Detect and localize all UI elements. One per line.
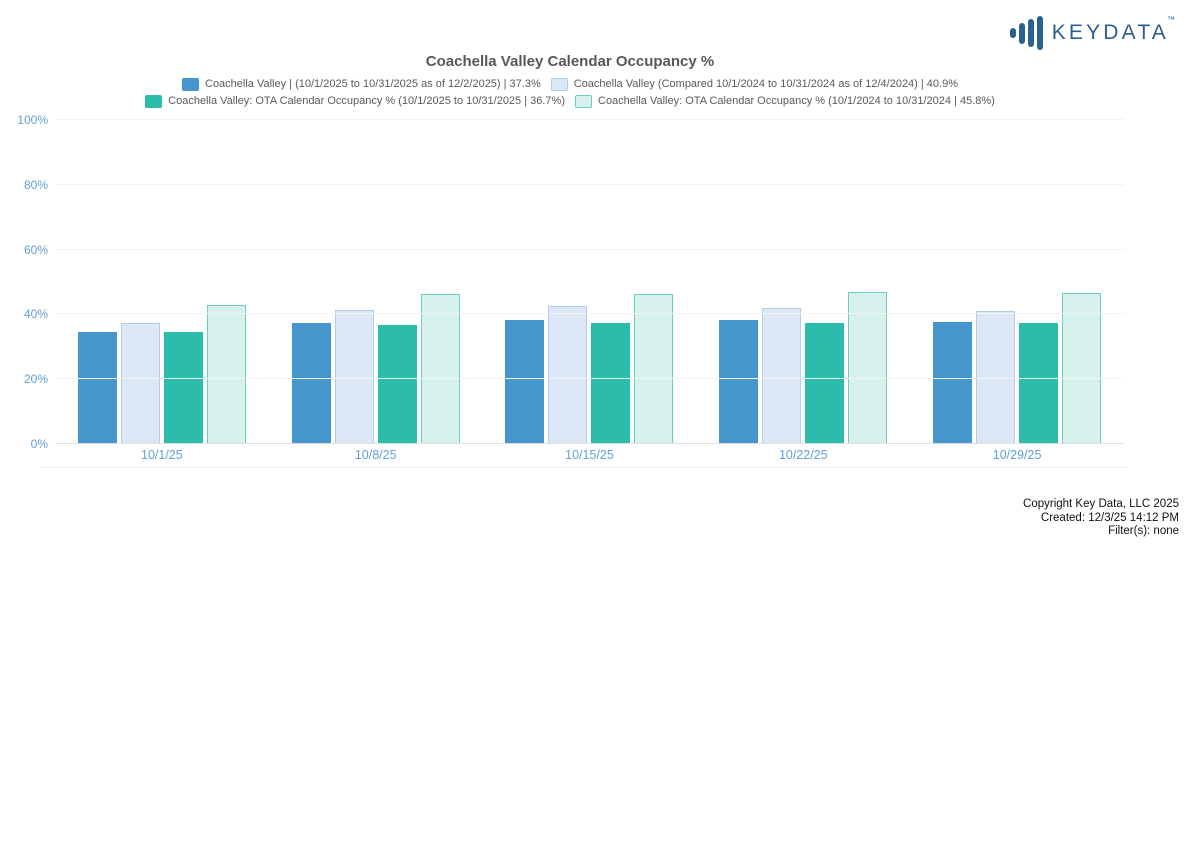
y-tick-label-60%: 60% (23, 242, 48, 257)
x-axis-label-10/29/25: 10/29/25 (992, 448, 1042, 462)
legend-label-2: Coachella Valley (Compared 10/1/2024 to … (573, 78, 958, 90)
legend-swatch-4 (575, 95, 592, 108)
created-text: Created: 12/3/25 14:12 PM (1040, 511, 1179, 524)
bottom-divider (40, 467, 1128, 468)
y-tick-label-20%: 20% (23, 372, 48, 387)
bar-series-2-10/22/25[interactable] (762, 307, 802, 444)
bar-series-2-10/29/25[interactable] (976, 311, 1016, 444)
keydata-logo: KEYDATA™ (1009, 15, 1177, 51)
gridline-20% (55, 378, 1124, 380)
y-tick-label-0%: 0% (30, 437, 48, 451)
x-axis-label-10/1/25: 10/1/25 (141, 448, 183, 462)
gridline-60% (55, 248, 1124, 250)
keydata-logo-text: KEYDATA™ (1051, 15, 1175, 44)
x-axis: 10/1/25 10/8/25 10/15/25 10/22/25 10/29/25 (55, 448, 1124, 462)
bar-series-4-10/15/25[interactable] (634, 294, 674, 444)
gridline-100% (55, 119, 1124, 120)
bar-series-1-10/29/25[interactable] (933, 321, 973, 444)
bar-series-4-10/8/25[interactable] (420, 294, 460, 444)
legend-label-1: Coachella Valley | (10/1/2025 to 10/31/2… (205, 78, 541, 90)
bar-series-2-10/1/25[interactable] (120, 322, 160, 444)
gridline-40% (55, 313, 1124, 315)
copyright-text: Copyright Key Data, LLC 2025 (1023, 498, 1179, 510)
bar-group-10/1/25 (55, 120, 269, 444)
legend-label-4: Coachella Valley: OTA Calendar Occupancy… (598, 95, 995, 107)
bar-series-3-10/15/25[interactable] (591, 323, 631, 444)
bar-series-1-10/22/25[interactable] (719, 320, 759, 444)
y-tick-label-80%: 80% (23, 177, 48, 192)
bar-series-4-10/29/25[interactable] (1062, 293, 1102, 444)
bar-series-1-10/1/25[interactable] (77, 331, 117, 444)
trademark-symbol: ™ (1167, 15, 1175, 24)
y-tick-label-100%: 100% (17, 113, 48, 127)
bar-series-3-10/1/25[interactable] (163, 331, 203, 444)
filters-text: Filter(s): none (1108, 525, 1179, 538)
legend-item-1[interactable]: Coachella Valley | (10/1/2025 to 10/31/2… (182, 77, 541, 92)
bar-series-1-10/8/25[interactable] (291, 322, 331, 444)
x-axis-label-10/15/25: 10/15/25 (565, 448, 614, 462)
x-axis-baseline (55, 443, 1124, 444)
y-tick-label-40%: 40% (23, 307, 48, 322)
chart-plot (55, 119, 1124, 444)
footer: Copyright Key Data, LLC 2025 Created: 12… (1023, 498, 1179, 539)
legend-row-1: Coachella Valley | (10/1/2025 to 10/31/2… (0, 77, 1140, 92)
legend-swatch-3 (145, 95, 163, 108)
gridline-80% (55, 183, 1124, 185)
x-axis-label-10/8/25: 10/8/25 (354, 448, 397, 462)
x-axis-label-10/22/25: 10/22/25 (778, 448, 828, 462)
chart-legend: Coachella Valley | (10/1/2025 to 10/31/2… (0, 77, 1140, 109)
bar-series-4-10/22/25[interactable] (848, 292, 888, 444)
bar-series-3-10/8/25[interactable] (377, 325, 417, 444)
legend-item-3[interactable]: Coachella Valley: OTA Calendar Occupancy… (145, 94, 565, 109)
legend-row-2: Coachella Valley: OTA Calendar Occupancy… (0, 94, 1140, 109)
keydata-bars-icon (1009, 15, 1043, 51)
bar-group-10/15/25 (483, 120, 697, 444)
bar-series-1-10/15/25[interactable] (505, 319, 545, 444)
bar-group-10/29/25 (910, 120, 1124, 444)
bar-group-10/8/25 (269, 120, 483, 444)
legend-item-4[interactable]: Coachella Valley: OTA Calendar Occupancy… (575, 94, 995, 109)
legend-item-2[interactable]: Coachella Valley (Compared 10/1/2024 to … (550, 77, 958, 92)
bar-groups-container (55, 120, 1124, 444)
legend-label-3: Coachella Valley: OTA Calendar Occupancy… (168, 95, 565, 107)
bar-series-2-10/8/25[interactable] (334, 310, 374, 444)
bar-series-4-10/1/25[interactable] (206, 305, 246, 444)
legend-swatch-2 (550, 78, 568, 91)
bar-group-10/22/25 (696, 120, 910, 444)
y-axis: 0% 20% 40% 60% 80% 100% (0, 113, 48, 451)
chart-title: Coachella Valley Calendar Occupancy % (425, 53, 715, 70)
legend-swatch-1 (182, 78, 199, 91)
bar-series-3-10/22/25[interactable] (805, 322, 845, 444)
bar-series-3-10/29/25[interactable] (1019, 323, 1059, 444)
bar-series-2-10/15/25[interactable] (548, 306, 588, 444)
